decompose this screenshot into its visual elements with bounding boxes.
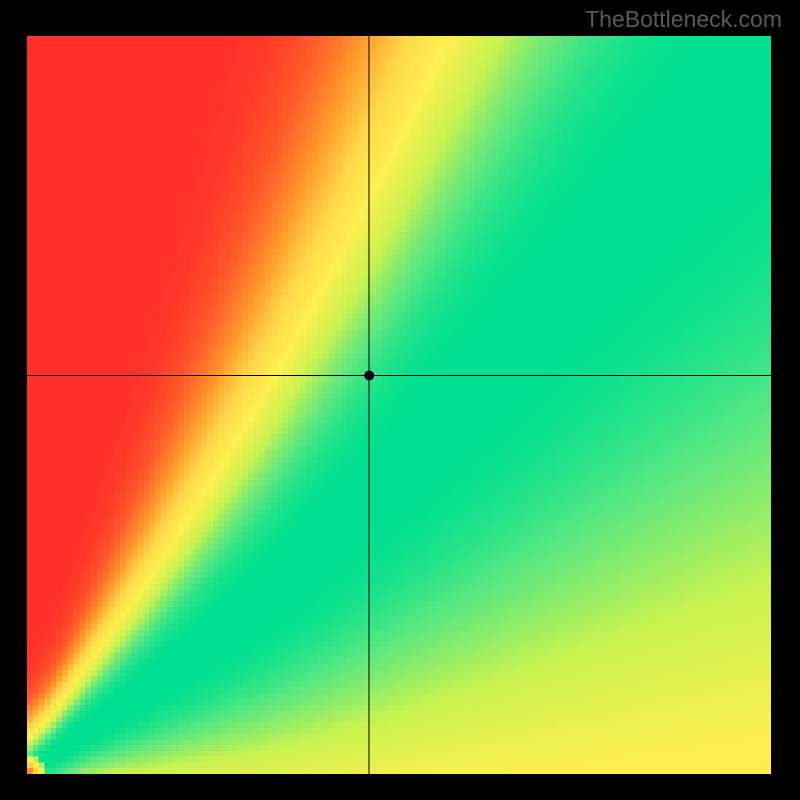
chart-container: TheBottleneck.com [0,0,800,800]
crosshair-dot [364,370,374,380]
watermark-text: TheBottleneck.com [585,6,782,33]
overlay-svg [0,0,800,800]
